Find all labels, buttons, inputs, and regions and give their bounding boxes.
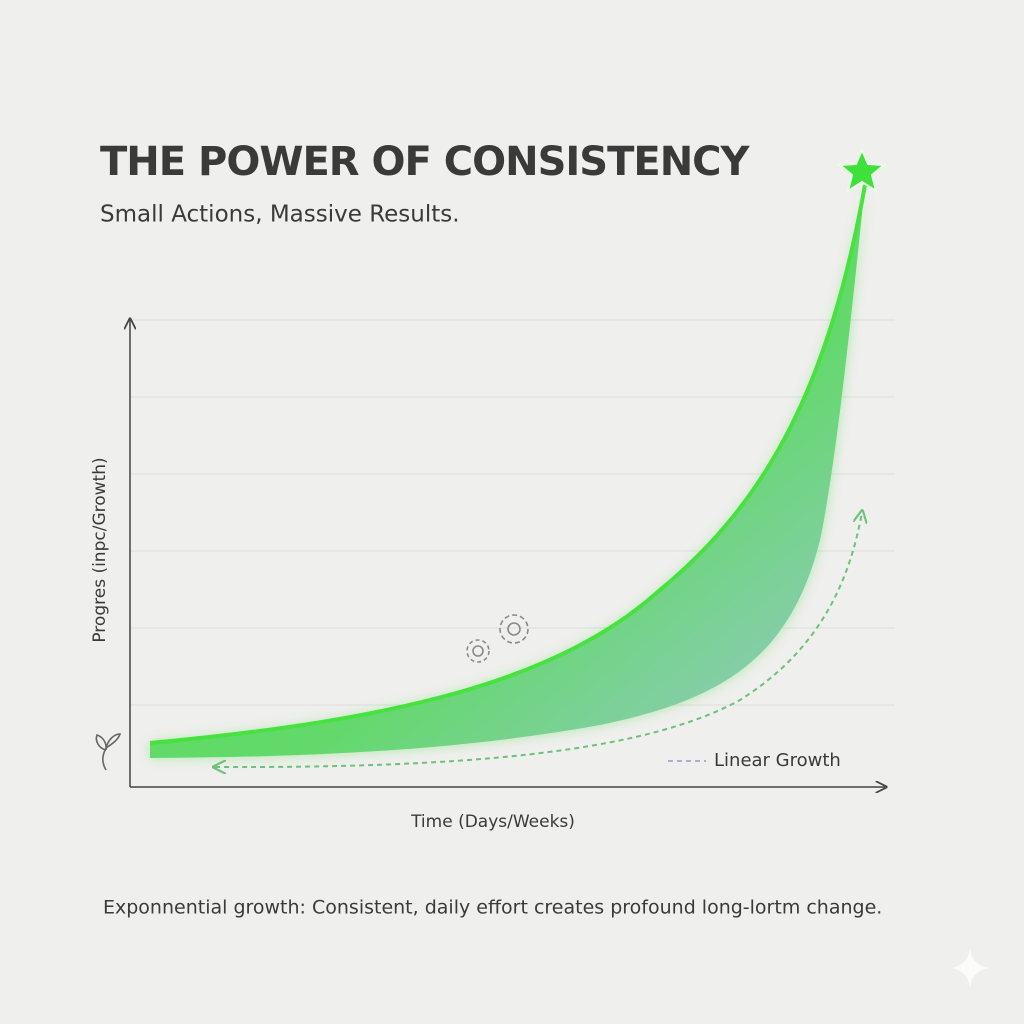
sparkle — [950, 948, 990, 988]
sprout-icon — [95, 733, 122, 771]
legend-label: Linear Growth — [714, 750, 841, 771]
star — [837, 147, 887, 194]
title: THE POWER OF CONSISTENCY — [100, 139, 751, 185]
gears-icon — [466, 614, 529, 663]
x-axis-label: Time (Days/Weeks) — [410, 812, 575, 832]
y-axis-label: Progres (inpc/Growth) — [90, 457, 110, 642]
caption: Exponnential growth: Consistent, daily e… — [103, 897, 882, 919]
linear-growth-path — [215, 512, 862, 767]
subtitle: Small Actions, Massive Results. — [100, 202, 460, 228]
